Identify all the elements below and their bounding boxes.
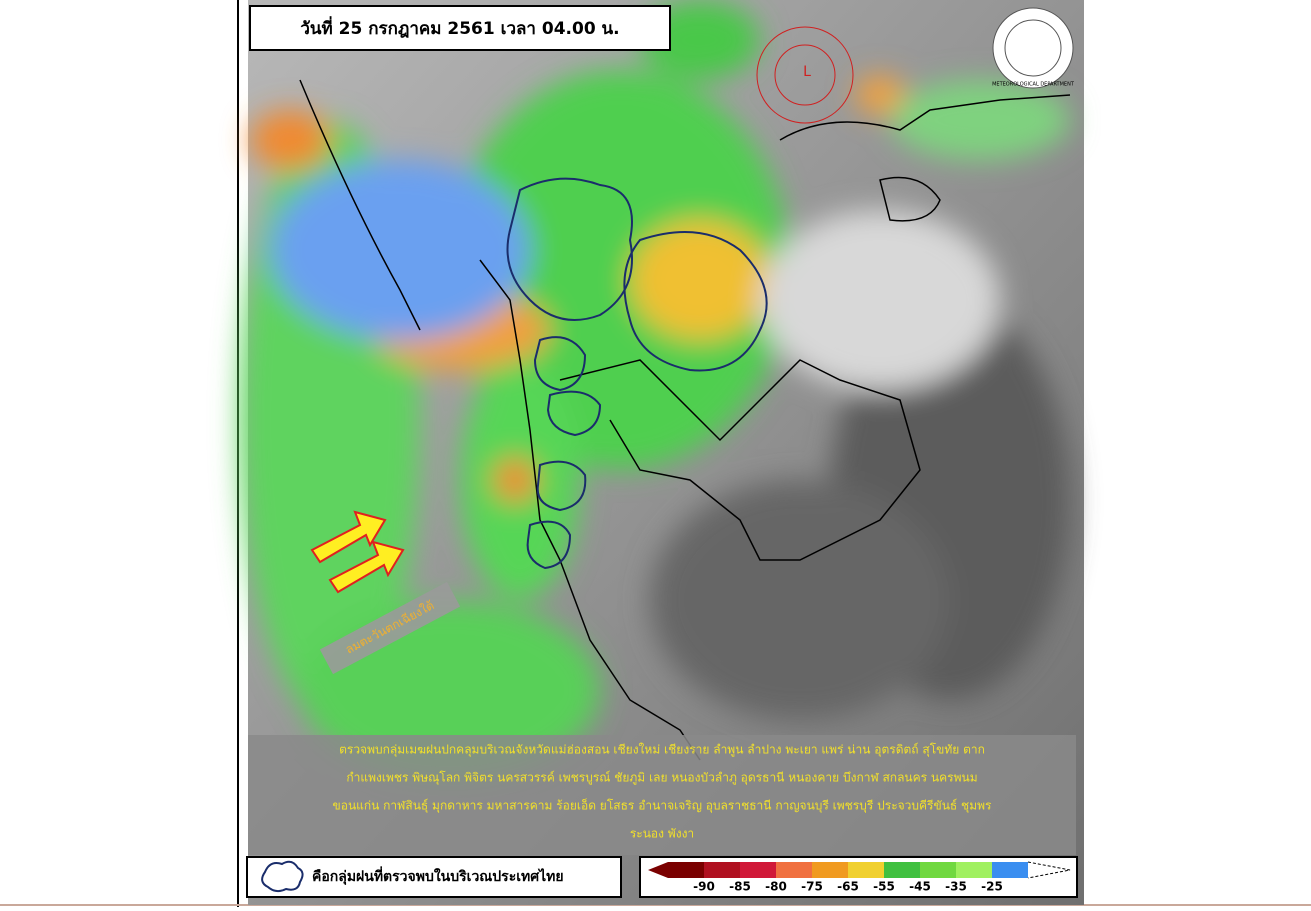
caption-line: กำแพงเพชร พิษณุโลก พิจิตร นครสวรรค์ เพชร… — [346, 771, 977, 786]
rain-clusters — [506, 177, 768, 570]
colorbar-segment — [704, 862, 740, 878]
colorbar-label: -90 — [693, 880, 715, 894]
colorbar-label: -25 — [981, 880, 1003, 894]
caption-line: ระนอง พังงา — [630, 827, 694, 841]
caption-line: ตรวจพบกลุ่มเมฆฝนปกคลุมบริเวณจังหวัดแม่ฮ่… — [339, 743, 985, 758]
colorbar-label: -80 — [765, 880, 787, 894]
colorbar-label: -75 — [801, 880, 823, 894]
legend-box — [246, 856, 622, 898]
colorbar-label: -85 — [729, 880, 751, 894]
caption-band — [248, 735, 1076, 855]
legend-text: คือกลุ่มฝนที่ตรวจพบในบริเวณประเทศไทย — [312, 866, 564, 885]
legend-icon — [261, 860, 304, 893]
logo: METEOROLOGICAL DEPARTMENT — [992, 7, 1075, 89]
colorbar-segment — [992, 862, 1028, 878]
title-box — [249, 5, 671, 51]
colorbar-segment — [848, 862, 884, 878]
colorbar-segment — [884, 862, 920, 878]
caption: ตรวจพบกลุ่มเมฆฝนปกคลุมบริเวณจังหวัดแม่ฮ่… — [333, 743, 992, 841]
caption-line: ขอนแก่น กาฬสินธุ์ มุกดาหาร มหาสารคาม ร้อ… — [333, 798, 992, 814]
colorbar-segment — [668, 862, 704, 878]
title: วันที่ 25 กรกฎาคม 2561 เวลา 04.00 น. — [300, 16, 619, 39]
low-pressure: L — [756, 26, 854, 124]
colorbar-segment — [920, 862, 956, 878]
logo-text: METEOROLOGICAL DEPARTMENT — [992, 82, 1075, 88]
colorbar-label: -55 — [873, 880, 895, 894]
colorbar-segment — [956, 862, 992, 878]
colorbar: -90 -85 -80 -75 -65 -55 -45 -35 -25 — [648, 861, 1071, 894]
colorbar-label: -35 — [945, 880, 967, 894]
colorbar-segment — [812, 862, 848, 878]
colorbar-end — [1027, 861, 1071, 879]
colorbar-segment — [740, 862, 776, 878]
colorbar-label: -45 — [909, 880, 931, 894]
colorbar-tip — [648, 862, 668, 878]
colorbar-label: -65 — [837, 880, 859, 894]
low-label: L — [803, 64, 811, 80]
colorbar-segment — [776, 862, 812, 878]
